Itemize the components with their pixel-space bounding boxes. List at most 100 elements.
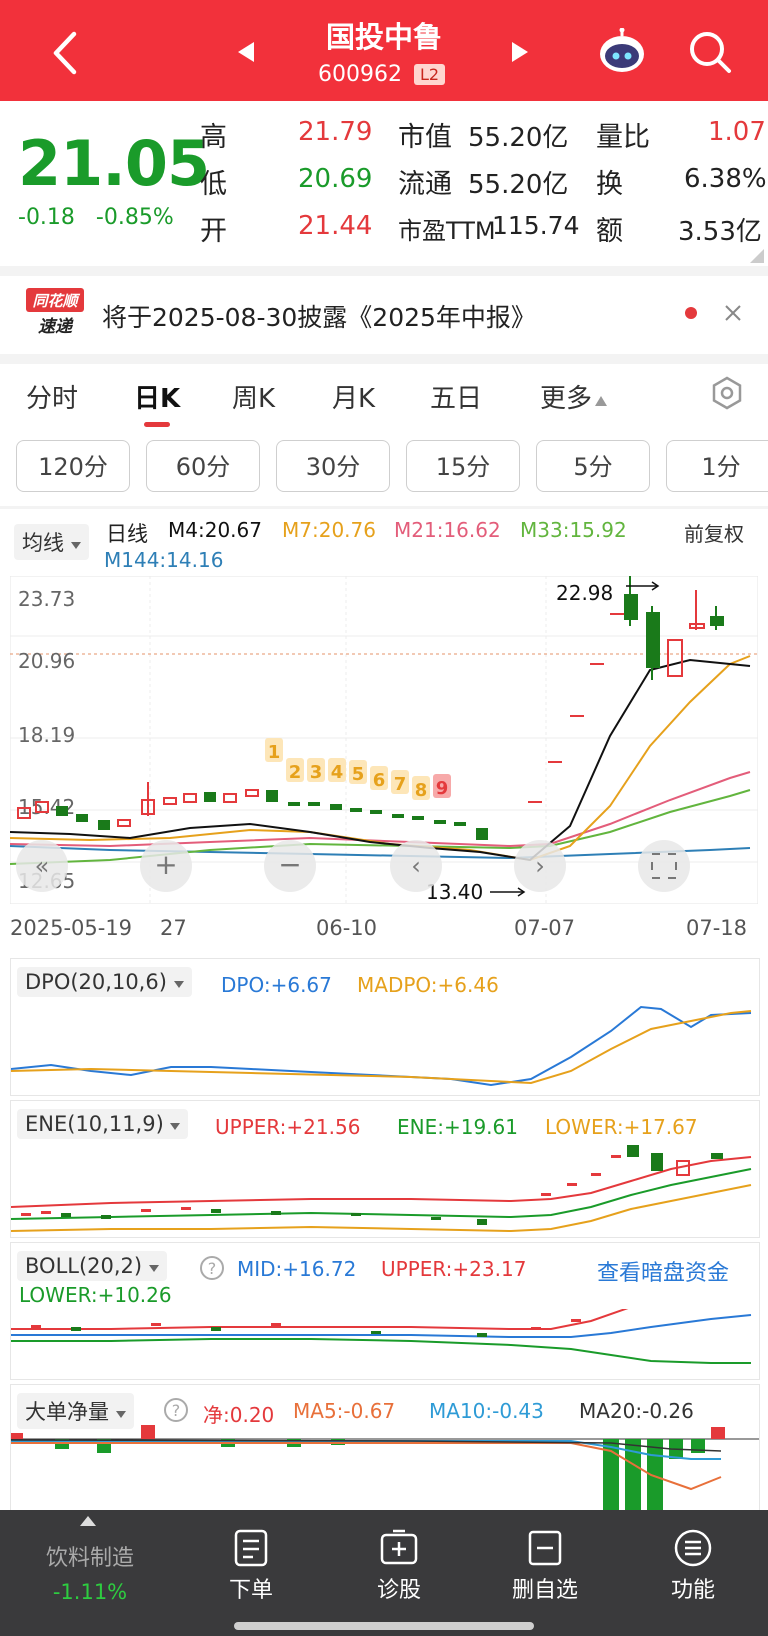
volratio-label: 量比	[596, 122, 650, 153]
period-15min[interactable]: 15分	[406, 440, 520, 492]
back-button[interactable]	[44, 28, 88, 78]
bigorder-selector[interactable]: 大单净量	[17, 1393, 134, 1429]
low-value: 20.69	[298, 164, 373, 194]
search-icon[interactable]	[688, 30, 732, 78]
caret-down-icon	[70, 542, 81, 549]
boll-selector-label: BOLL(20,2)	[25, 1254, 143, 1278]
tab-more-label: 更多	[540, 384, 593, 414]
functions-label: 功能	[670, 1578, 715, 1603]
y-label-3: 18.19	[18, 723, 75, 747]
divider	[0, 266, 768, 276]
svg-text:7: 7	[394, 774, 407, 795]
svg-text:3: 3	[310, 762, 323, 783]
dark-pool-link[interactable]: 查看暗盘资金	[597, 1261, 730, 1286]
svg-text:8: 8	[415, 780, 428, 801]
divider	[0, 506, 768, 509]
help-icon[interactable]: ?	[199, 1255, 225, 1281]
unread-dot-icon	[685, 307, 697, 319]
chart-tabs: 分时 日K 周K 月K 五日 更多	[0, 364, 768, 427]
caret-up-icon[interactable]	[80, 1516, 96, 1526]
bottom-nav: 饮料制造 -1.11% 下单 诊股 删自选 功能	[0, 1510, 768, 1636]
remove-watchlist-button[interactable]: 删自选	[490, 1528, 600, 1604]
boll-selector[interactable]: BOLL(20,2)	[17, 1251, 167, 1281]
x-label-5: 07-18	[686, 916, 748, 940]
diagnose-icon	[380, 1529, 418, 1565]
tab-more[interactable]: 更多	[540, 378, 608, 415]
ma-selector[interactable]: 均线	[14, 524, 89, 560]
svg-text:+: +	[154, 848, 177, 881]
svg-text:4: 4	[331, 762, 344, 783]
svg-text:5: 5	[352, 764, 365, 785]
tab-weekly-k[interactable]: 周K	[232, 384, 276, 414]
diagnose-button[interactable]: 诊股	[344, 1528, 454, 1604]
caret-down-icon	[170, 1123, 181, 1130]
app-header: 国投中鲁 600962 L2	[0, 0, 768, 101]
tonghuashun-logo: 同花顺 速递	[26, 288, 84, 337]
svg-text:速递: 速递	[38, 317, 74, 337]
functions-button[interactable]: 功能	[638, 1528, 748, 1604]
period-120min[interactable]: 120分	[16, 440, 130, 492]
svg-text:1: 1	[268, 742, 281, 763]
tab-monthly-k[interactable]: 月K	[332, 384, 376, 414]
ma5-value: MA5:-0.67	[293, 1399, 396, 1423]
line-type-label: 日线	[106, 522, 148, 546]
next-stock-button[interactable]	[510, 40, 530, 68]
change-percent: -0.85%	[95, 205, 174, 230]
settings-icon[interactable]	[710, 376, 744, 410]
stock-code: 600962	[318, 62, 402, 87]
help-icon[interactable]: ?	[163, 1397, 189, 1423]
ene-value: ENE:+19.61	[397, 1115, 518, 1139]
dpo-selector[interactable]: DPO(20,10,6)	[17, 967, 192, 997]
order-label: 下单	[228, 1578, 273, 1603]
caret-up-icon	[595, 396, 608, 406]
dpo-value: DPO:+6.67	[221, 973, 332, 997]
mktcap-label: 市值	[398, 122, 452, 153]
menu-circle-icon	[674, 1529, 712, 1567]
period-5min[interactable]: 5分	[536, 440, 650, 492]
prev-stock-button[interactable]	[236, 40, 256, 68]
caret-down-icon	[148, 1265, 159, 1272]
svg-text:2: 2	[289, 762, 302, 783]
high-label: 高	[200, 122, 227, 153]
quote-panel: 21.05 -0.18 -0.85% 高 21.79 低 20.69 开 21.…	[0, 101, 768, 271]
amount-label: 额	[596, 216, 623, 247]
sector-name[interactable]: 饮料制造	[45, 1546, 134, 1571]
notice-text[interactable]: 将于2025-08-30披露《2025年中报》	[102, 303, 536, 332]
boll-upper-value: UPPER:+23.17	[381, 1257, 527, 1281]
boll-panel[interactable]: BOLL(20,2) ? MID:+16.72 UPPER:+23.17 查看暗…	[10, 1242, 760, 1380]
order-icon	[234, 1529, 268, 1567]
open-label: 开	[200, 216, 227, 247]
ene-selector[interactable]: ENE(10,11,9)	[17, 1109, 189, 1139]
remove-watchlist-label: 删自选	[511, 1578, 578, 1603]
level2-badge[interactable]: L2	[414, 64, 446, 85]
order-button[interactable]: 下单	[196, 1528, 306, 1604]
expand-corner-icon[interactable]	[750, 249, 764, 263]
dpo-panel[interactable]: DPO(20,10,6) DPO:+6.67 MADPO:+6.46	[10, 958, 760, 1096]
divider	[0, 354, 768, 364]
svg-text:同花顺: 同花顺	[32, 292, 80, 310]
turnover-value: 6.38%	[684, 164, 767, 194]
period-30min[interactable]: 30分	[276, 440, 390, 492]
home-indicator[interactable]	[234, 1622, 534, 1630]
tab-intraday[interactable]: 分时	[26, 384, 79, 414]
boll-chart	[11, 1309, 752, 1364]
boll-mid-value: MID:+16.72	[237, 1257, 357, 1281]
period-1min[interactable]: 1分	[666, 440, 768, 492]
stock-name: 国投中鲁	[325, 20, 442, 54]
ene-panel[interactable]: ENE(10,11,9) UPPER:+21.56 ENE:+19.61 LOW…	[10, 1100, 760, 1238]
m33-value: M33:15.92	[520, 518, 627, 542]
ma10-value: MA10:-0.43	[429, 1399, 544, 1423]
pe-label: 市盈TTM	[398, 217, 496, 245]
notice-bar[interactable]: 同花顺 速递 将于2025-08-30披露《2025年中报》	[0, 276, 768, 354]
ai-assistant-icon[interactable]	[597, 27, 647, 78]
period-60min[interactable]: 60分	[146, 440, 260, 492]
big-order-panel[interactable]: 大单净量 ? 净:0.20 MA5:-0.67 MA10:-0.43 MA20:…	[10, 1384, 760, 1511]
ma-selector-label: 均线	[22, 531, 64, 555]
svg-text:?: ?	[208, 1259, 217, 1278]
kline-chart[interactable]: 23.73 20.96 18.19 15.42 12.65	[10, 576, 758, 904]
adjust-mode[interactable]: 前复权	[684, 522, 744, 546]
float-value: 55.20亿	[468, 170, 569, 200]
tab-five-day[interactable]: 五日	[430, 384, 483, 414]
tab-daily-k[interactable]: 日K	[134, 384, 181, 414]
close-icon[interactable]	[724, 304, 742, 322]
